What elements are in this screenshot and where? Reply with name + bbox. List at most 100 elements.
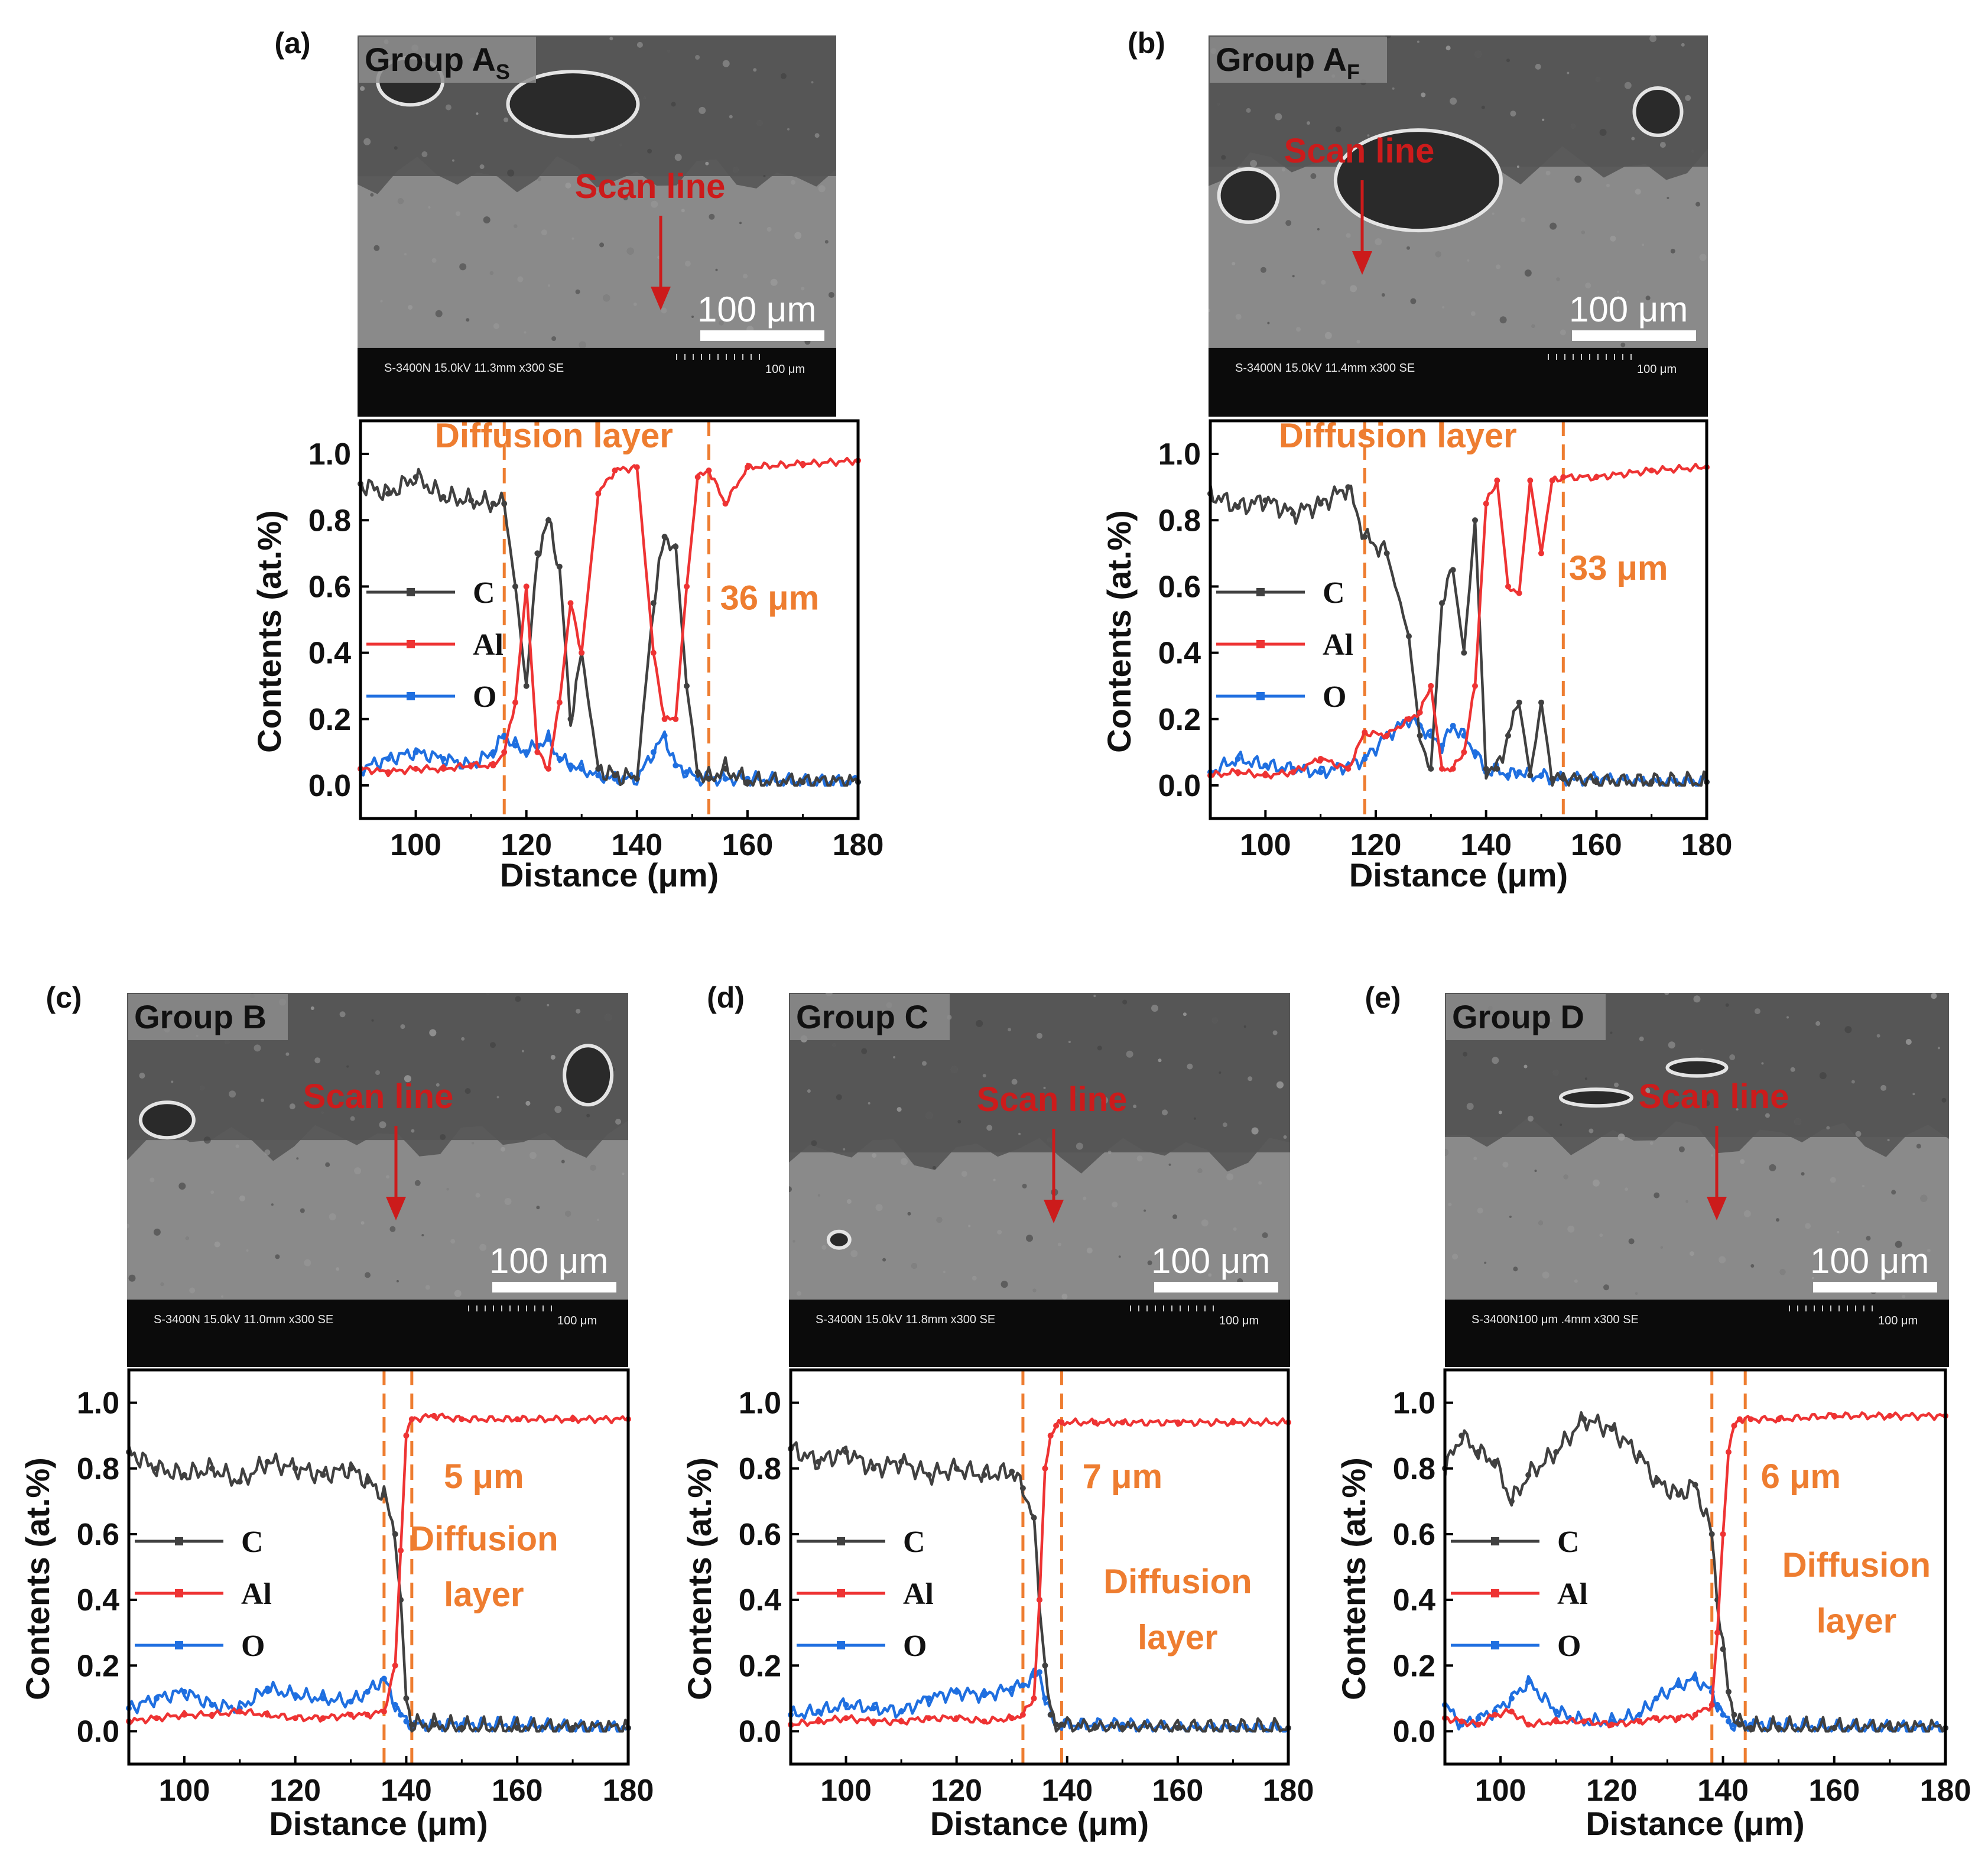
sem-texture (1381, 293, 1385, 297)
data-point-o (440, 756, 447, 762)
data-point-c (1516, 699, 1522, 706)
data-point-c (1262, 497, 1269, 504)
sem-texture (1452, 1253, 1458, 1260)
sem-panel: S-3400N 15.0kV 11.3mm x300 SE 100 μm Group… (274, 27, 836, 417)
data-point-al (459, 1416, 465, 1422)
legend-marker-c (1256, 588, 1265, 596)
sem-texture (1606, 183, 1610, 187)
data-point-c (556, 563, 563, 570)
data-point-al (556, 699, 563, 706)
sem-texture (511, 1252, 515, 1256)
sem-texture (1136, 1155, 1143, 1162)
chart-annotation: Diffusion (1782, 1546, 1931, 1584)
data-point-o (843, 1701, 849, 1708)
x-tick-label: 140 (1697, 1774, 1749, 1808)
data-point-al (236, 1709, 243, 1715)
y-tick-label: 1.0 (77, 1386, 119, 1421)
sem-panel: S-3400N 15.0kV 11.4mm x300 SE 100 μm Group… (1128, 27, 1708, 417)
data-point-c (1042, 1662, 1048, 1669)
sem-texture (674, 154, 682, 161)
data-point-o (925, 1695, 932, 1701)
chart-annotation: layer (1138, 1618, 1217, 1657)
sem-texture (346, 1065, 349, 1068)
x-tick-label: 180 (833, 828, 884, 862)
sem-texture (797, 1291, 801, 1296)
scale-bar (492, 1282, 616, 1293)
data-point-al (545, 765, 552, 772)
sem-texture (763, 175, 766, 177)
sem-texture (756, 120, 763, 126)
data-point-c (501, 501, 508, 507)
group-subscript: F (1347, 60, 1360, 84)
data-point-o (556, 756, 563, 762)
y-tick-label: 0.6 (739, 1518, 781, 1552)
data-point-o (1317, 769, 1324, 775)
sem-texture (1560, 329, 1566, 336)
sem-texture (1931, 993, 1937, 999)
sem-texture (1649, 35, 1657, 43)
sem-texture (551, 336, 557, 341)
data-point-c (523, 683, 530, 689)
y-tick-label: 0.0 (77, 1714, 119, 1749)
sem-texture (1794, 1118, 1802, 1125)
data-point-c (1053, 1722, 1060, 1728)
sem-texture (1022, 1184, 1027, 1188)
sem-texture (501, 1147, 505, 1152)
sem-texture (160, 1282, 164, 1287)
data-point-al (843, 1715, 849, 1722)
sem-texture (1235, 314, 1242, 320)
data-point-al (1483, 501, 1489, 507)
legend-marker-c (1491, 1537, 1499, 1545)
data-point-c (545, 517, 552, 524)
sem-texture (429, 1029, 437, 1037)
sem-texture (1610, 235, 1616, 242)
data-point-o (1714, 1701, 1721, 1708)
data-point-al (292, 1715, 298, 1722)
pore-feature (138, 1100, 196, 1140)
data-point-al (1714, 1629, 1721, 1636)
sem-texture (1208, 1273, 1212, 1277)
scale-bar (1154, 1282, 1278, 1293)
scan-line-label: Scan line (977, 1080, 1128, 1119)
y-tick-label: 0.0 (1393, 1714, 1435, 1749)
sem-texture (787, 128, 790, 131)
line-chart: 100 120 140 160 180 0.0 0.2 0.4 0.6 0.8 1.0 Distanc… (19, 1368, 654, 1842)
sem-texture (1285, 220, 1292, 226)
sem-texture (705, 161, 709, 165)
data-point-o (815, 1709, 821, 1715)
data-point-o (347, 1698, 354, 1705)
data-point-c (634, 775, 640, 782)
data-point-c (1505, 732, 1511, 739)
sem-texture (1496, 264, 1501, 269)
sem-texture (529, 1152, 537, 1160)
data-point-al (385, 769, 391, 775)
sem-texture (1639, 1036, 1644, 1041)
sem-texture (1243, 1025, 1246, 1028)
data-point-al (1747, 1416, 1754, 1422)
sem-texture (739, 222, 742, 225)
data-point-o (898, 1709, 905, 1715)
sem-texture (1837, 1230, 1840, 1233)
sem-micrograph-icon: S-3400N 15.0kV 11.4mm x300 SE 100 μm (1209, 35, 1708, 417)
sem-texture (1668, 1041, 1675, 1049)
data-point-o (1508, 1695, 1515, 1701)
data-point-o (694, 775, 701, 782)
x-tick-label: 120 (1586, 1774, 1638, 1808)
sem-texture (997, 1229, 1002, 1235)
scale-bar (1572, 330, 1696, 341)
data-point-al (1726, 1449, 1732, 1455)
sem-texture (644, 96, 646, 99)
sem-texture (454, 1290, 462, 1297)
data-point-al (512, 699, 518, 706)
sem-texture (1101, 1096, 1109, 1104)
data-point-c (800, 779, 806, 785)
x-tick-label: 120 (1350, 828, 1402, 862)
sem-texture (565, 182, 571, 189)
x-axis-label: Distance (μm) (1349, 856, 1568, 894)
sem-texture (464, 1088, 471, 1094)
sem-texture (1693, 995, 1701, 1003)
sem-texture (1521, 217, 1526, 223)
x-tick-label: 140 (1041, 1774, 1093, 1808)
data-point-c (694, 769, 701, 775)
sem-texture (1463, 1051, 1468, 1057)
